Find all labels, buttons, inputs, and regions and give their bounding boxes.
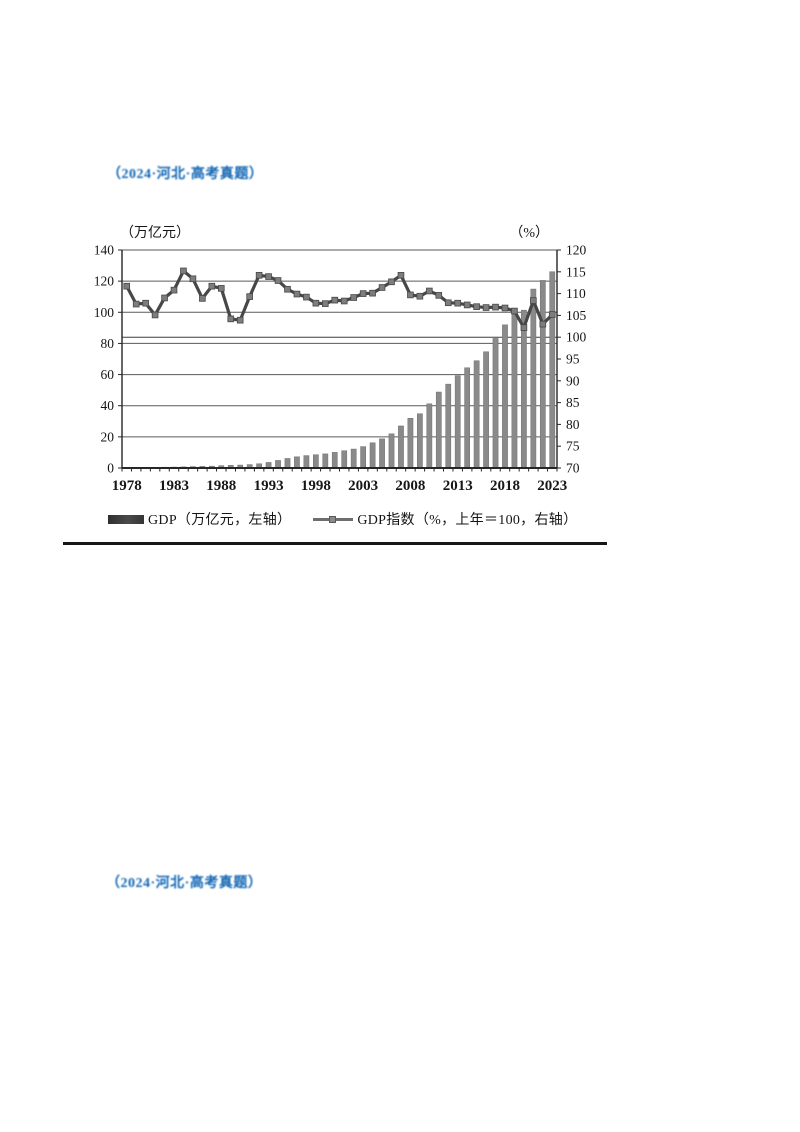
svg-text:85: 85 — [566, 395, 580, 410]
svg-text:75: 75 — [566, 439, 580, 454]
legend-item-gdp: GDP（万亿元，左轴） — [108, 509, 291, 529]
svg-text:120: 120 — [94, 274, 115, 289]
right-axis-unit: （%） — [509, 225, 549, 241]
svg-text:2018: 2018 — [490, 478, 520, 494]
svg-text:80: 80 — [566, 417, 580, 432]
svg-text:120: 120 — [566, 243, 587, 258]
x-axis-labels: 1978 1983 1988 1993 1998 2003 2008 2013 2018 2023 — [112, 478, 568, 494]
question2-citation: （2024·河北·高考真题） — [106, 876, 263, 891]
svg-text:20: 20 — [101, 429, 115, 444]
chart-legend: GDP（万亿元，左轴） GDP指数（%，上年＝100，右轴） — [108, 509, 577, 529]
gridlines — [122, 249, 557, 438]
svg-text:2008: 2008 — [395, 478, 425, 494]
right-axis-labels: 70 75 80 85 90 95 100 105 110 115 120 — [566, 243, 587, 476]
svg-text:80: 80 — [101, 336, 115, 351]
svg-text:2013: 2013 — [443, 478, 473, 494]
gdp-chart: 0 20 40 60 80 100 120 140 70 75 80 85 90 95 100 105 110 1… — [94, 225, 587, 494]
svg-text:1978: 1978 — [112, 478, 142, 494]
svg-text:140: 140 — [94, 243, 115, 258]
left-axis-unit: （万亿元） — [120, 225, 190, 241]
svg-text:1998: 1998 — [301, 478, 331, 494]
svg-text:100: 100 — [94, 305, 115, 320]
svg-text:1988: 1988 — [206, 478, 236, 494]
svg-text:95: 95 — [566, 352, 580, 367]
legend-gdp-label: GDP（万亿元，左轴） — [148, 513, 292, 528]
left-axis-labels: 0 20 40 60 80 100 120 140 — [94, 243, 115, 476]
svg-text:0: 0 — [107, 461, 114, 476]
svg-text:105: 105 — [566, 308, 587, 323]
question1-citation: （2024·河北·高考真题） — [107, 167, 264, 182]
legend-item-gdp-index: GDP指数（%，上年＝100，右轴） — [313, 509, 577, 529]
gdp-index-line-swatch-icon — [313, 515, 354, 524]
gdp-chart-figure: 0 20 40 60 80 100 120 140 70 75 80 85 90 95 100 105 110 1… — [63, 213, 607, 545]
svg-text:40: 40 — [101, 398, 115, 413]
svg-text:100: 100 — [566, 330, 587, 345]
svg-text:60: 60 — [101, 367, 115, 382]
svg-text:110: 110 — [566, 286, 586, 301]
gdp-bar-swatch-icon — [108, 514, 144, 524]
svg-text:2003: 2003 — [348, 478, 378, 494]
svg-text:1983: 1983 — [159, 478, 189, 494]
svg-text:115: 115 — [566, 264, 586, 279]
svg-text:2023: 2023 — [537, 478, 567, 494]
svg-text:90: 90 — [566, 373, 580, 388]
axes — [118, 249, 561, 472]
svg-text:1993: 1993 — [254, 478, 284, 494]
gdp-index-line — [123, 267, 556, 331]
legend-gdp-index-label: GDP指数（%，上年＝100，右轴） — [357, 513, 578, 528]
svg-text:70: 70 — [566, 461, 580, 476]
